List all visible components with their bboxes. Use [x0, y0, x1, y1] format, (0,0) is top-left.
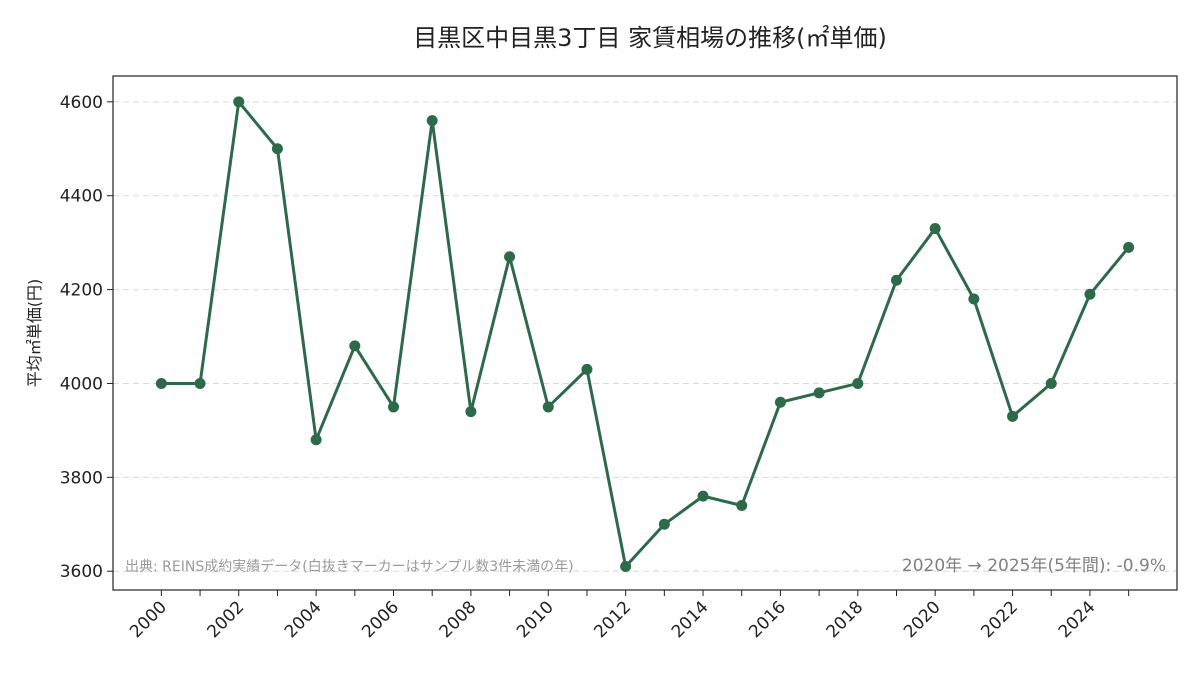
- data-point: [388, 401, 400, 413]
- data-point: [271, 143, 283, 155]
- x-tick-label: 2010: [513, 597, 558, 642]
- series-line: [161, 100, 1130, 569]
- data-point: [581, 363, 593, 375]
- y-tick-label: 3600: [60, 562, 103, 582]
- data-point: [310, 434, 322, 446]
- data-point: [774, 396, 786, 408]
- x-tick-label: 2018: [823, 597, 868, 642]
- y-tick-label: 4400: [60, 187, 103, 207]
- data-point: [890, 274, 902, 286]
- data-point: [504, 251, 516, 263]
- data-point: [349, 340, 361, 352]
- x-tick-label: 2016: [745, 597, 790, 642]
- x-tick-label: 2024: [1055, 597, 1100, 642]
- data-point: [658, 518, 670, 530]
- chart-title: 目黒区中目黒3丁目 家賃相場の推移(㎡単価): [413, 24, 887, 52]
- data-point: [155, 377, 167, 389]
- y-tick-label: 3800: [60, 468, 103, 488]
- data-point: [1123, 241, 1135, 253]
- x-axis: 2000 2002 2004 2006 2008 2010 2012 2014 2016 2018…: [126, 590, 1130, 642]
- plot-frame: [112, 75, 1178, 591]
- y-axis: 3600 3800 4000 4200 4400 4600: [60, 93, 113, 582]
- data-point: [1084, 288, 1096, 300]
- data-point: [852, 377, 864, 389]
- x-tick-label: 2004: [281, 597, 326, 642]
- data-point: [426, 115, 438, 127]
- x-tick-label: 2008: [436, 597, 481, 642]
- x-tick-label: 2002: [204, 597, 249, 642]
- series-layer: [155, 96, 1135, 573]
- y-tick-label: 4000: [60, 374, 103, 394]
- data-point: [1045, 377, 1057, 389]
- x-tick-label: 2022: [977, 597, 1022, 642]
- data-point: [813, 387, 825, 399]
- data-point: [620, 561, 632, 573]
- y-tick-label: 4200: [60, 281, 103, 301]
- data-point: [1007, 410, 1019, 422]
- x-tick-label: 2000: [126, 597, 171, 642]
- data-point: [465, 406, 477, 418]
- y-axis-label: 平均㎡単価(円): [25, 279, 44, 388]
- x-tick-label: 2012: [590, 597, 635, 642]
- data-point: [968, 293, 980, 305]
- x-tick-label: 2014: [668, 597, 713, 642]
- data-point: [194, 377, 206, 389]
- grid-lines: [113, 101, 1177, 572]
- data-point: [736, 500, 748, 512]
- change-note: 2020年 → 2025年(5年間): -0.9%: [902, 556, 1166, 576]
- x-tick-label: 2006: [358, 597, 403, 642]
- x-tick-label: 2020: [900, 597, 945, 642]
- data-point: [929, 223, 941, 235]
- y-tick-label: 4600: [60, 93, 103, 113]
- source-note: 出典: REINS成約実績データ(白抜きマーカーはサンプル数3件未満の年): [125, 558, 574, 575]
- data-point: [697, 490, 709, 502]
- data-point: [233, 96, 245, 108]
- data-point: [542, 401, 554, 413]
